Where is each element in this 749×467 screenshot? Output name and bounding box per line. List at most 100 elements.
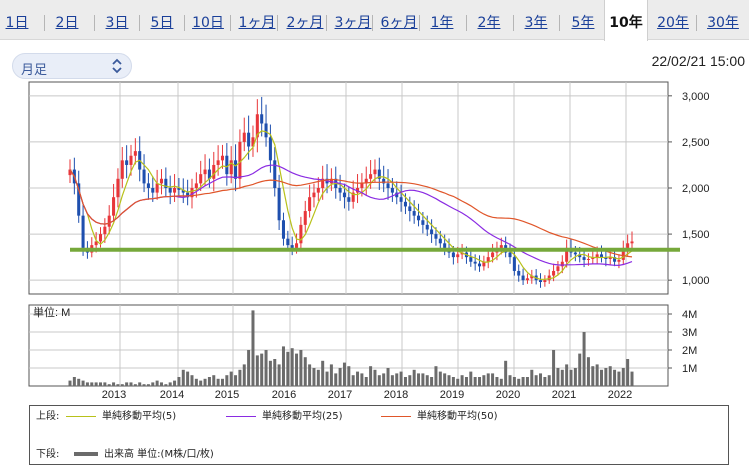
volume-bar: [604, 368, 608, 386]
volume-bar: [98, 382, 102, 386]
ma5-line: [69, 130, 633, 280]
x-tick-label: 2017: [328, 389, 352, 401]
candle-body: [438, 238, 442, 244]
volume-bar: [342, 362, 346, 386]
tab-separator: [513, 15, 514, 31]
volume-bar: [216, 378, 220, 386]
volume-bar: [94, 382, 98, 386]
tab-8[interactable]: 6ヶ月: [380, 15, 418, 31]
tab-9[interactable]: 1年: [430, 15, 454, 31]
tab-separator: [230, 15, 231, 31]
ma5-swatch: [66, 415, 96, 417]
candle-body: [186, 192, 190, 198]
x-tick-label: 2018: [384, 389, 408, 401]
volume-swatch: [74, 452, 98, 456]
tab-10[interactable]: 2年: [477, 15, 501, 31]
volume-bar: [260, 353, 264, 386]
candle-body: [582, 257, 586, 260]
candle-body: [264, 123, 268, 138]
tab-3[interactable]: 5日: [150, 15, 174, 31]
volume-bar: [316, 369, 320, 386]
volume-bar: [347, 366, 351, 386]
volume-bar: [173, 380, 177, 386]
tab-separator: [94, 15, 95, 31]
tab-2[interactable]: 3日: [105, 15, 129, 31]
candle-body: [364, 178, 368, 184]
tab-13[interactable]: 10年: [604, 0, 648, 41]
volume-tick-label: 4M: [682, 309, 697, 321]
volume-bar: [521, 377, 525, 386]
volume-bar: [408, 375, 412, 386]
tab-14[interactable]: 20年: [657, 15, 689, 31]
tab-15[interactable]: 30年: [707, 15, 739, 31]
candle-body: [499, 245, 503, 248]
tab-separator: [277, 15, 278, 31]
volume-bar: [290, 348, 294, 386]
candle-body: [543, 280, 547, 283]
volume-bar: [286, 351, 290, 386]
volume-bar: [386, 368, 390, 386]
volume-bar: [565, 364, 569, 386]
x-tick-label: 2015: [215, 389, 239, 401]
price-timestamp: 22/02/21 15:00: [651, 53, 745, 69]
tab-4[interactable]: 10日: [192, 15, 224, 31]
volume-bar: [608, 366, 612, 386]
candle-body: [125, 160, 129, 165]
volume-unit-label: 単位: M: [33, 305, 70, 319]
volume-bar: [151, 382, 155, 386]
tab-5[interactable]: 1ヶ月: [238, 15, 276, 31]
candle-body: [251, 137, 255, 147]
candle-body: [281, 220, 285, 239]
volume-bar: [595, 364, 599, 386]
tab-separator: [44, 15, 45, 31]
candle-body: [308, 197, 312, 212]
volume-bar: [338, 368, 342, 386]
ma50-line: [69, 169, 633, 258]
volume-bar: [199, 380, 203, 386]
volume-bar: [251, 310, 255, 386]
tab-7[interactable]: 3ヶ月: [334, 15, 372, 31]
candle-body: [81, 215, 85, 248]
volume-bar: [617, 371, 621, 386]
volume-bar: [277, 364, 281, 386]
tab-0[interactable]: 1日: [5, 15, 29, 31]
volume-bar: [85, 382, 89, 386]
volume-bar: [273, 359, 277, 386]
candle-body: [377, 169, 381, 179]
volume-bar: [177, 377, 181, 386]
volume-bar: [430, 377, 434, 386]
volume-bar: [81, 380, 85, 386]
volume-bar: [478, 377, 482, 386]
candle-body: [151, 188, 155, 193]
candle-body: [103, 226, 107, 235]
candle-body: [573, 252, 577, 255]
volume-bar: [133, 384, 137, 386]
candle-body: [146, 183, 150, 188]
candle-body: [508, 252, 512, 258]
volume-bar: [164, 384, 168, 386]
x-tick-label: 2014: [160, 389, 184, 401]
candle-body: [316, 188, 320, 193]
volume-bar: [421, 373, 425, 386]
candle-body: [94, 241, 98, 246]
candle-body: [417, 215, 421, 221]
candle-body: [177, 188, 181, 190]
volume-bar: [356, 371, 360, 386]
candle-body: [547, 275, 551, 281]
tab-6[interactable]: 2ヶ月: [286, 15, 324, 31]
tab-11[interactable]: 3年: [524, 15, 548, 31]
candle-body: [338, 188, 342, 193]
tab-1[interactable]: 2日: [55, 15, 79, 31]
candle-period-select[interactable]: 月足: [12, 53, 132, 79]
tab-12[interactable]: 5年: [571, 15, 595, 31]
volume-bar: [334, 373, 338, 386]
volume-bar: [308, 364, 312, 386]
legend-row-bottom: 下段: 出来高 単位:(M株/口/枚): [36, 448, 716, 462]
candle-body: [482, 261, 486, 267]
candle-body: [434, 234, 438, 239]
candle-body: [238, 141, 242, 179]
tab-separator: [696, 15, 697, 31]
candle-body: [608, 257, 612, 259]
candle-body: [390, 188, 394, 193]
candle-body: [403, 201, 407, 207]
